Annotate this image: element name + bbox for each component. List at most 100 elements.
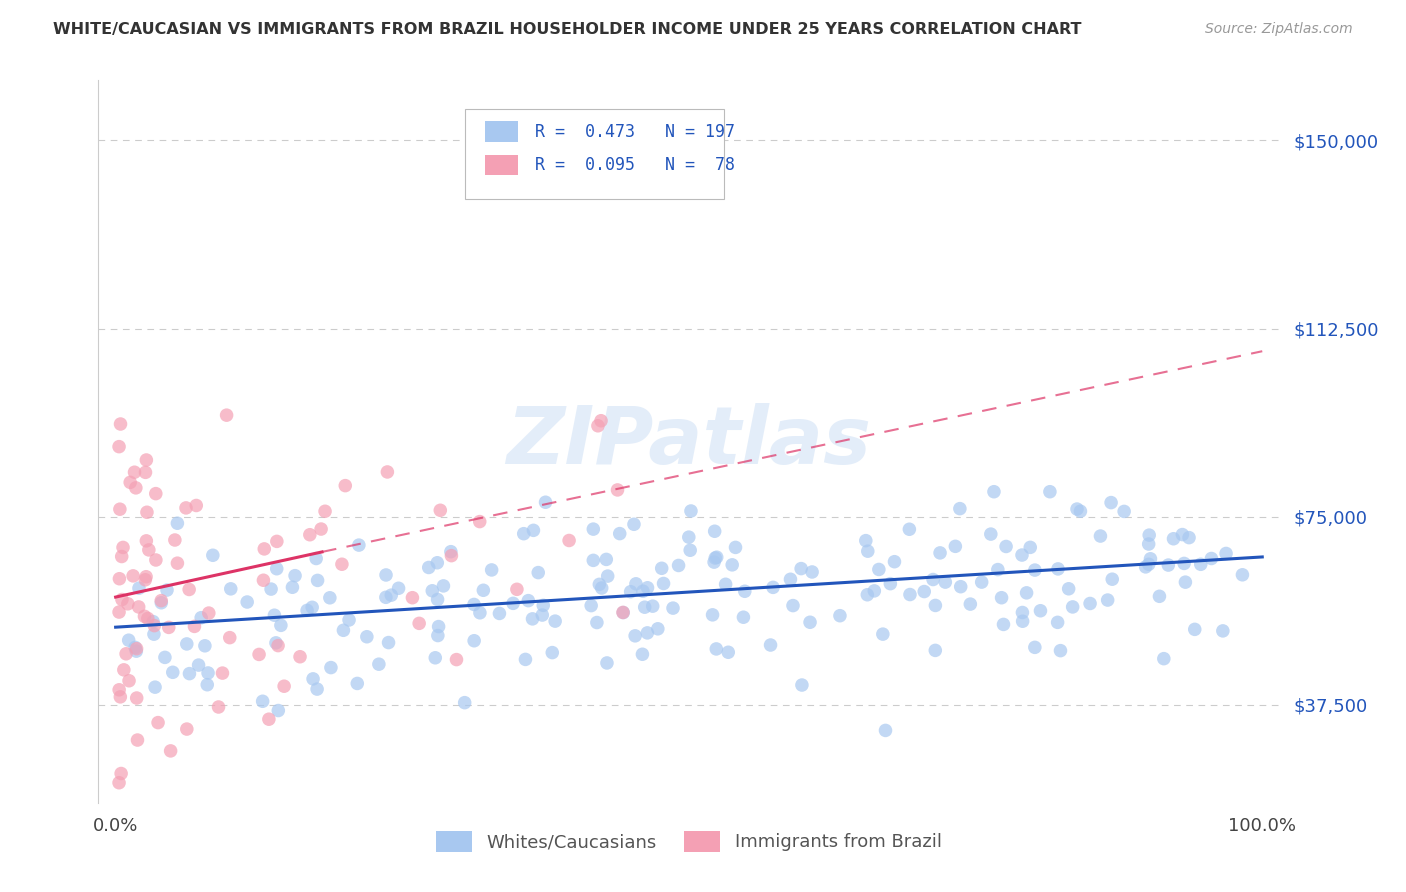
FancyBboxPatch shape	[464, 109, 724, 200]
Point	[183, 619, 205, 633]
Point	[1047, 562, 1070, 576]
Point	[266, 534, 288, 549]
Point	[263, 608, 285, 623]
FancyBboxPatch shape	[485, 154, 517, 175]
Point	[270, 618, 292, 632]
Point	[125, 691, 148, 706]
Point	[506, 582, 529, 597]
Point	[609, 526, 631, 541]
Point	[108, 682, 131, 697]
Point	[481, 563, 503, 577]
Point	[589, 414, 612, 428]
Point	[124, 640, 146, 655]
Point	[522, 612, 544, 626]
Point	[702, 607, 724, 622]
Point	[128, 599, 150, 614]
Point	[472, 583, 495, 598]
Point	[1173, 557, 1195, 571]
Point	[1090, 529, 1112, 543]
Point	[1049, 643, 1071, 657]
Point	[426, 628, 449, 642]
Point	[166, 556, 188, 570]
Point	[703, 524, 725, 539]
Point	[596, 569, 619, 583]
Point	[335, 478, 357, 492]
Point	[273, 679, 295, 693]
Point	[596, 656, 619, 670]
Point	[1062, 599, 1084, 614]
Point	[582, 522, 605, 536]
Point	[488, 607, 510, 621]
Point	[110, 417, 132, 431]
Point	[558, 533, 581, 548]
Point	[531, 599, 554, 613]
Point	[872, 627, 894, 641]
Point	[425, 650, 447, 665]
Point	[704, 641, 727, 656]
Point	[678, 530, 700, 544]
Point	[855, 533, 877, 548]
Point	[157, 620, 180, 634]
Point	[1212, 624, 1234, 638]
Point	[912, 584, 935, 599]
Point	[1069, 504, 1091, 518]
Point	[143, 680, 166, 694]
Point	[579, 599, 602, 613]
Point	[136, 505, 159, 519]
Point	[517, 593, 540, 607]
Point	[260, 582, 283, 596]
Point	[159, 744, 181, 758]
Point	[186, 499, 208, 513]
Point	[924, 643, 946, 657]
Point	[150, 596, 173, 610]
Point	[641, 599, 664, 614]
Point	[111, 549, 134, 564]
Point	[427, 619, 450, 633]
Point	[868, 562, 890, 576]
Point	[993, 617, 1015, 632]
Point	[108, 572, 131, 586]
Point	[440, 549, 463, 563]
Point	[1178, 531, 1201, 545]
Point	[1184, 623, 1206, 637]
Point	[1019, 541, 1042, 555]
Point	[207, 700, 229, 714]
Point	[301, 600, 323, 615]
Point	[1011, 606, 1033, 620]
Point	[174, 500, 197, 515]
Point	[463, 633, 485, 648]
Point	[247, 648, 270, 662]
Point	[108, 502, 131, 516]
Point	[612, 606, 634, 620]
Point	[145, 486, 167, 500]
Point	[668, 558, 690, 573]
Point	[143, 618, 166, 632]
Point	[284, 568, 307, 582]
Point	[879, 576, 901, 591]
Point	[983, 484, 1005, 499]
Point	[319, 660, 342, 674]
Point	[1101, 572, 1123, 586]
Point	[319, 591, 342, 605]
Point	[252, 574, 274, 588]
Point	[463, 598, 485, 612]
Point	[142, 627, 165, 641]
Point	[1057, 582, 1080, 596]
Point	[440, 544, 463, 558]
FancyBboxPatch shape	[485, 121, 517, 142]
Point	[527, 566, 550, 580]
Point	[136, 611, 159, 625]
Point	[110, 690, 132, 704]
Point	[799, 615, 821, 630]
Point	[176, 637, 198, 651]
Point	[134, 466, 156, 480]
Point	[515, 652, 537, 666]
Point	[759, 638, 782, 652]
Point	[145, 553, 167, 567]
Point	[420, 583, 443, 598]
Point	[166, 516, 188, 531]
Point	[408, 616, 430, 631]
Point	[704, 551, 727, 566]
Point	[367, 657, 389, 672]
Point	[1015, 586, 1038, 600]
